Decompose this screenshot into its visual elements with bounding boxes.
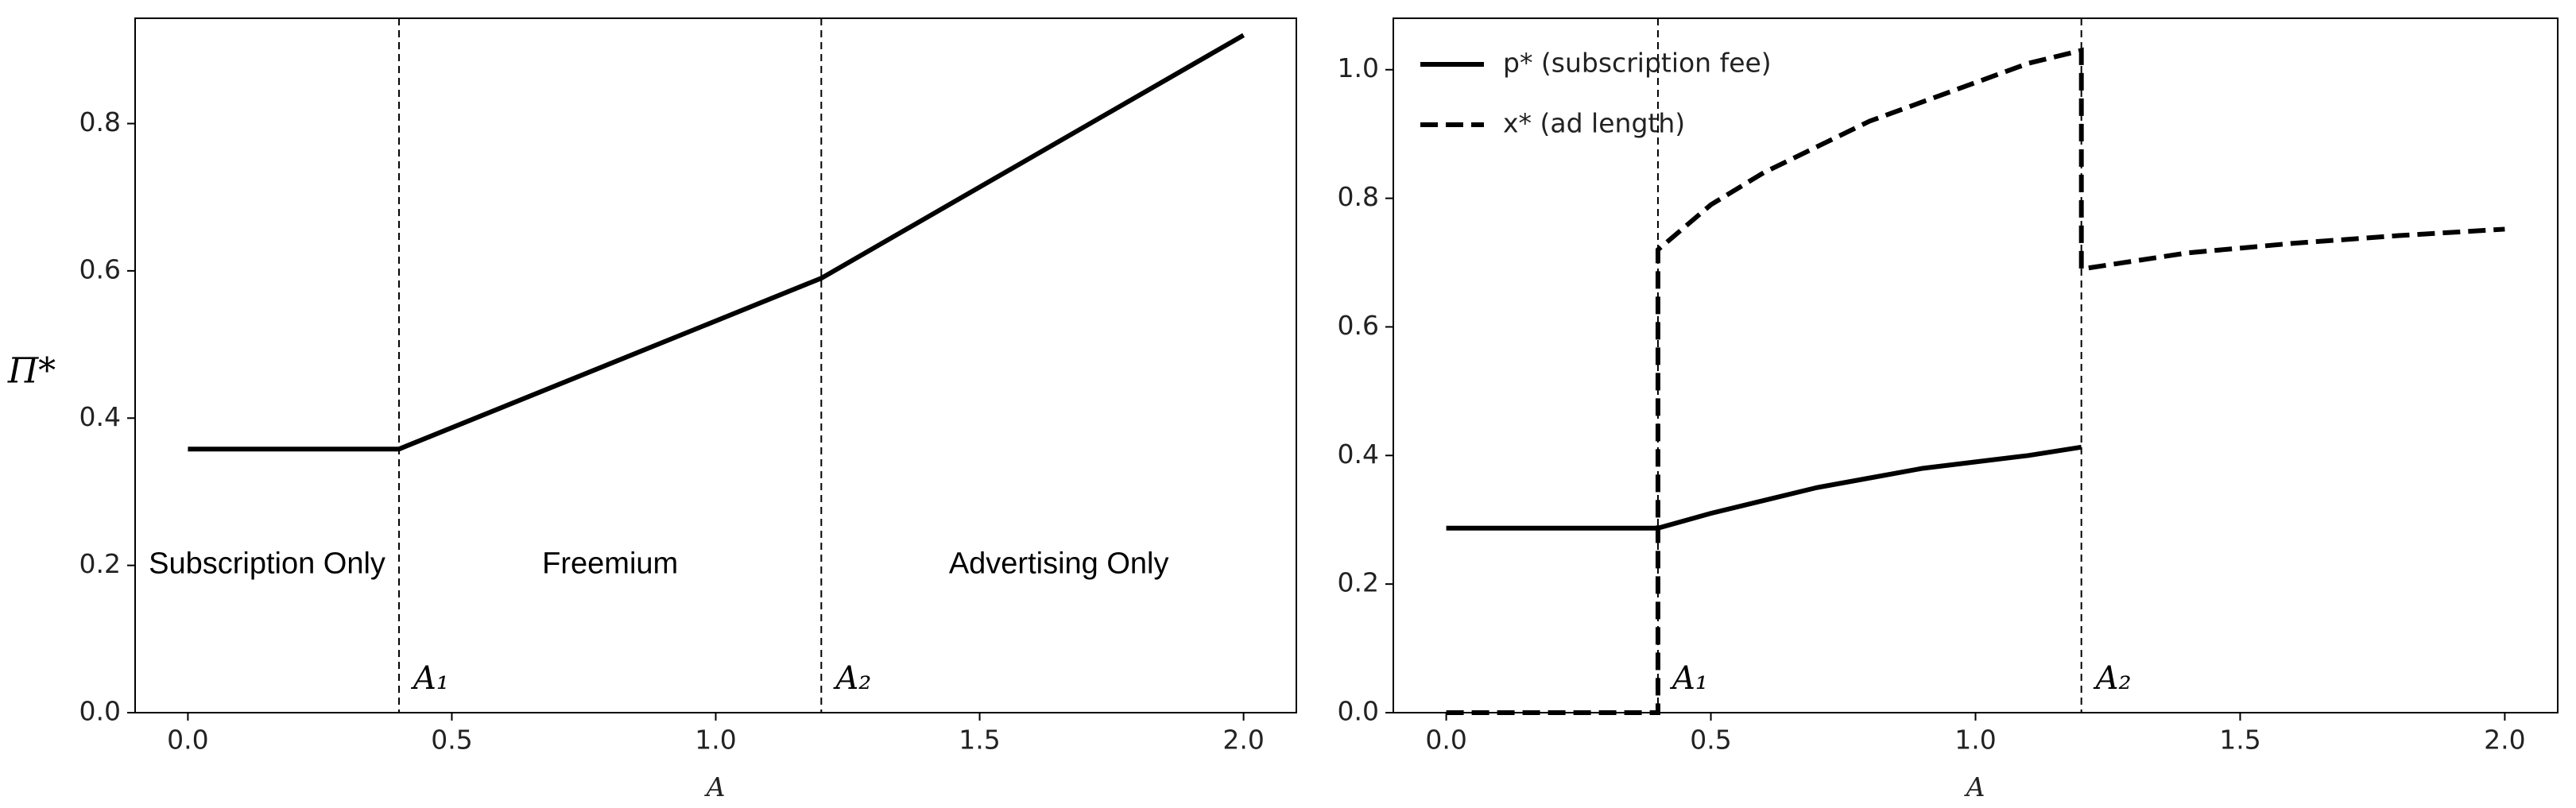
- series-line: [188, 33, 1245, 452]
- region-label: Freemium: [542, 547, 678, 581]
- y-tick-label: 0.0: [1338, 696, 1379, 727]
- y-tick-label: 0.6: [79, 253, 121, 284]
- y-tick-label: 0.6: [1338, 310, 1379, 341]
- x-axis-label: A: [704, 771, 726, 802]
- y-tick-label: 0.2: [1338, 567, 1379, 598]
- x-tick-label: 2.0: [1222, 725, 1264, 756]
- x-tick-label: 0.5: [1690, 725, 1731, 756]
- x-tick-label: 1.0: [1954, 725, 1996, 756]
- x-tick-label: 2.0: [2484, 725, 2525, 756]
- x-axis-label: A: [1964, 771, 1985, 802]
- x-tick-label: 1.0: [695, 725, 736, 756]
- x-tick-label: 0.5: [431, 725, 472, 756]
- y-tick-label: 0.8: [79, 106, 121, 137]
- threshold-label: A₁: [1669, 660, 1708, 697]
- y-tick-label: 0.2: [79, 548, 121, 579]
- region-label: Subscription Only: [149, 547, 385, 581]
- threshold-label: A₁: [410, 660, 449, 697]
- series-line: [1446, 444, 2082, 531]
- x-tick-label: 1.5: [2219, 725, 2260, 756]
- y-tick-label: 0.4: [79, 401, 121, 432]
- series-line: [1446, 47, 2505, 715]
- threshold-label: A₂: [832, 660, 871, 697]
- y-tick-label: 0.8: [1338, 181, 1379, 212]
- y-tick-label: 0.0: [79, 696, 121, 727]
- y-axis-label: Π*: [7, 351, 56, 392]
- x-tick-label: 1.5: [959, 725, 1000, 756]
- y-tick-label: 1.0: [1338, 52, 1379, 83]
- y-tick-label: 0.4: [1338, 439, 1379, 470]
- axes-frame: [1393, 17, 2559, 713]
- legend-label: p* (subscription fee): [1503, 48, 1772, 79]
- region-label: Advertising Only: [949, 547, 1169, 581]
- legend-label: x* (ad length): [1503, 108, 1685, 139]
- threshold-label: A₂: [2093, 660, 2132, 697]
- axes-frame: [134, 17, 1297, 713]
- x-tick-label: 0.0: [1425, 725, 1466, 756]
- x-tick-label: 0.0: [167, 725, 208, 756]
